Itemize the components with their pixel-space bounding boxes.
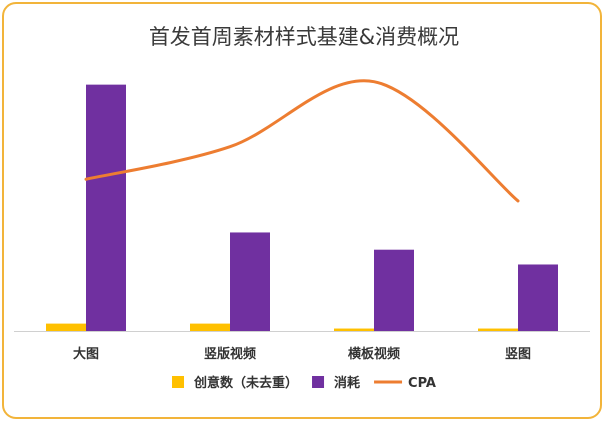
- x-tick-label-3: 竖图: [505, 347, 531, 362]
- bar-spend-1: [230, 232, 270, 331]
- legend-label-0: 创意数（未去重）: [193, 375, 298, 391]
- legend: 创意数（未去重） 消耗 CPA: [172, 375, 436, 391]
- cpa-line: [84, 79, 520, 203]
- bar-spend-0: [86, 84, 126, 332]
- chart-title: 首发首周素材样式基建&消费概况: [149, 25, 459, 49]
- x-tick-label-0: 大图: [73, 346, 99, 362]
- legend-label-2: CPA: [408, 376, 436, 391]
- bar-spend-3: [518, 264, 558, 331]
- x-tick-labels: 大图 竖版视频 横板视频 竖图: [73, 346, 531, 362]
- bars-group: [46, 84, 558, 332]
- x-tick-label-2: 横板视频: [348, 346, 400, 362]
- x-tick-label-1: 竖版视频: [204, 346, 256, 362]
- legend-label-1: 消耗: [334, 375, 360, 391]
- legend-swatch-1: [312, 376, 325, 388]
- bar-creative-count-1: [190, 323, 230, 331]
- bar-creative-count-2: [334, 328, 374, 331]
- bar-creative-count-3: [478, 328, 518, 331]
- legend-swatch-0: [172, 376, 185, 388]
- bar-spend-2: [374, 249, 414, 331]
- bar-creative-count-0: [46, 323, 86, 331]
- line-group: [84, 79, 520, 203]
